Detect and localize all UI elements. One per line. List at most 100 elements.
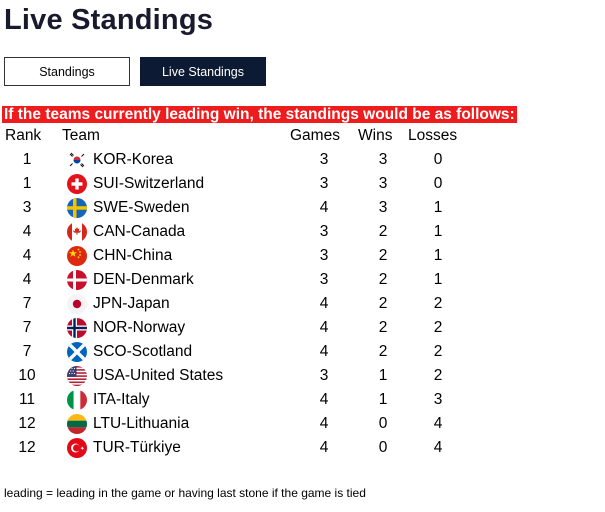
team-name: CHN-China xyxy=(93,247,173,264)
table-row: 1 KOR-Korea 3 3 0 xyxy=(2,148,468,172)
japan-flag-icon xyxy=(67,294,87,314)
team-name: DEN-Denmark xyxy=(93,271,194,288)
losses-cell: 2 xyxy=(433,295,443,312)
team-cell: JPN-Japan xyxy=(62,292,290,316)
team-cell: SWE-Sweden xyxy=(62,196,290,220)
rank-cell: 7 xyxy=(22,295,32,312)
korea-flag-icon xyxy=(67,150,87,170)
games-cell: 4 xyxy=(319,415,329,432)
team-name: SUI-Switzerland xyxy=(93,175,205,192)
table-row: 7 NOR-Norway 4 2 2 xyxy=(2,316,468,340)
games-cell: 4 xyxy=(319,343,329,360)
losses-cell: 0 xyxy=(433,175,443,192)
header-rank: Rank xyxy=(5,127,42,144)
losses-cell: 1 xyxy=(433,271,443,288)
team-cell: SUI-Switzerland xyxy=(62,172,290,196)
rank-cell: 7 xyxy=(22,319,32,336)
rank-cell: 4 xyxy=(22,223,32,240)
leading-footnote: leading = leading in the game or having … xyxy=(4,486,366,500)
team-name: SWE-Sweden xyxy=(93,199,190,216)
team-cell: SCO-Scotland xyxy=(62,340,290,364)
games-cell: 3 xyxy=(319,223,329,240)
losses-cell: 4 xyxy=(433,439,443,456)
table-row: 7 SCO-Scotland 4 2 2 xyxy=(2,340,468,364)
rank-cell: 4 xyxy=(22,247,32,264)
wins-cell: 0 xyxy=(378,439,388,456)
table-row: 1 SUI-Switzerland 3 3 0 xyxy=(2,172,468,196)
header-losses: Losses xyxy=(408,127,458,144)
losses-cell: 2 xyxy=(433,343,443,360)
turkiye-flag-icon xyxy=(67,438,87,458)
italy-flag-icon xyxy=(67,390,87,410)
table-row: 4 DEN-Denmark 3 2 1 xyxy=(2,268,468,292)
rank-cell: 3 xyxy=(22,199,32,216)
wins-cell: 1 xyxy=(378,367,388,384)
games-cell: 4 xyxy=(319,439,329,456)
games-cell: 4 xyxy=(319,295,329,312)
rank-cell: 12 xyxy=(18,439,36,456)
team-cell: CHN-China xyxy=(62,244,290,268)
table-header-row: Rank Team Games Wins Losses xyxy=(2,124,468,148)
rank-cell: 12 xyxy=(18,415,36,432)
team-name: ITA-Italy xyxy=(93,391,150,408)
team-name: KOR-Korea xyxy=(93,151,174,168)
wins-cell: 0 xyxy=(378,415,388,432)
losses-cell: 2 xyxy=(433,319,443,336)
denmark-flag-icon xyxy=(67,270,87,290)
wins-cell: 3 xyxy=(378,151,388,168)
wins-cell: 1 xyxy=(378,391,388,408)
table-row: 4 CHN-China 3 2 1 xyxy=(2,244,468,268)
norway-flag-icon xyxy=(67,318,87,338)
table-row: 7 JPN-Japan 4 2 2 xyxy=(2,292,468,316)
team-cell: USA-United States xyxy=(62,364,290,388)
games-cell: 3 xyxy=(319,151,329,168)
projection-banner: If the teams currently leading win, the … xyxy=(2,106,517,123)
wins-cell: 2 xyxy=(378,247,388,264)
wins-cell: 3 xyxy=(378,199,388,216)
usa-flag-icon xyxy=(67,366,87,386)
rank-cell: 1 xyxy=(22,151,32,168)
team-name: NOR-Norway xyxy=(93,319,186,336)
table-row: 12 TUR-Türkiye 4 0 4 xyxy=(2,436,468,460)
team-name: JPN-Japan xyxy=(93,295,170,312)
wins-cell: 2 xyxy=(378,343,388,360)
losses-cell: 2 xyxy=(433,367,443,384)
header-wins: Wins xyxy=(358,127,393,144)
wins-cell: 2 xyxy=(378,271,388,288)
page-title: Live Standings xyxy=(4,4,214,36)
standings-body: 1 KOR-Korea 3 3 0 1 SUI-Switzerland 3 3 0 3 SWE-Swe… xyxy=(2,148,468,460)
losses-cell: 1 xyxy=(433,223,443,240)
wins-cell: 2 xyxy=(378,223,388,240)
standings-table: Rank Team Games Wins Losses 1 KOR-Korea 3 3… xyxy=(2,124,468,460)
wins-cell: 2 xyxy=(378,319,388,336)
team-name: USA-United States xyxy=(93,367,224,384)
team-cell: KOR-Korea xyxy=(62,148,290,172)
games-cell: 3 xyxy=(319,271,329,288)
tab-standings[interactable]: Standings xyxy=(4,57,130,86)
rank-cell: 10 xyxy=(18,367,36,384)
team-cell: TUR-Türkiye xyxy=(62,436,290,460)
team-cell: DEN-Denmark xyxy=(62,268,290,292)
china-flag-icon xyxy=(67,246,87,266)
wins-cell: 2 xyxy=(378,295,388,312)
team-cell: ITA-Italy xyxy=(62,388,290,412)
team-cell: LTU-Lithuania xyxy=(62,412,290,436)
sweden-flag-icon xyxy=(67,198,87,218)
losses-cell: 4 xyxy=(433,415,443,432)
header-team: Team xyxy=(62,127,100,144)
team-name: LTU-Lithuania xyxy=(93,415,190,432)
table-row: 3 SWE-Sweden 4 3 1 xyxy=(2,196,468,220)
scotland-flag-icon xyxy=(67,342,87,362)
losses-cell: 1 xyxy=(433,247,443,264)
losses-cell: 0 xyxy=(433,151,443,168)
header-games: Games xyxy=(290,127,340,144)
games-cell: 3 xyxy=(319,175,329,192)
losses-cell: 1 xyxy=(433,199,443,216)
team-cell: NOR-Norway xyxy=(62,316,290,340)
lithuania-flag-icon xyxy=(67,414,87,434)
rank-cell: 11 xyxy=(18,391,36,408)
games-cell: 4 xyxy=(319,319,329,336)
tab-live-standings[interactable]: Live Standings xyxy=(140,57,266,86)
rank-cell: 4 xyxy=(22,271,32,288)
rank-cell: 7 xyxy=(22,343,32,360)
